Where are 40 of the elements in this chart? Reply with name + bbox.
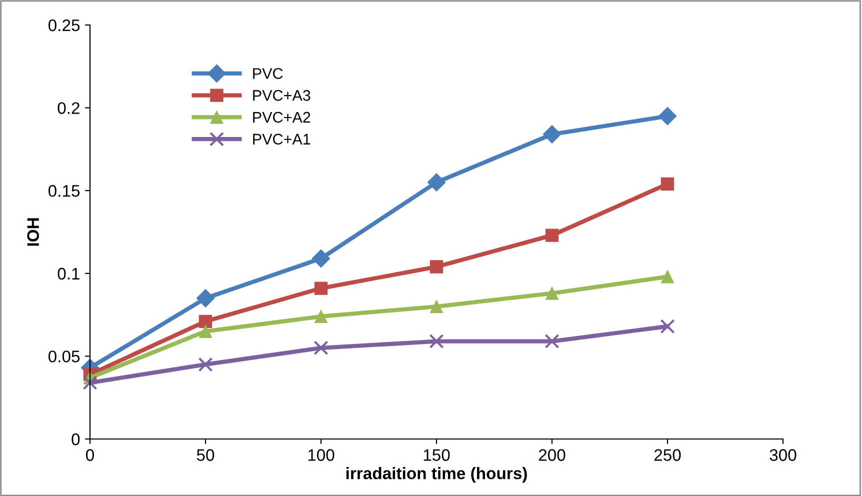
y-tick-label: 0.1: [58, 268, 80, 280]
point: [660, 270, 674, 284]
x-tick-label: 200: [538, 449, 566, 461]
point: [198, 314, 212, 328]
legend-label: PVC+A1: [253, 134, 310, 145]
point: [82, 375, 98, 390]
point: [427, 173, 446, 192]
point: [314, 282, 328, 295]
y-tick-label: 0.2: [58, 102, 80, 114]
x-tick-label: 150: [424, 449, 450, 461]
point: [314, 310, 328, 324]
point: [429, 334, 444, 349]
point: [545, 286, 559, 300]
point: [430, 300, 444, 314]
point: [196, 289, 215, 308]
y-axis-title: IOH: [27, 218, 39, 246]
y-tick-label: 0.25: [48, 19, 80, 32]
x-axis-title: irradaition time (hours): [346, 467, 527, 483]
point: [198, 324, 212, 338]
point: [430, 260, 444, 274]
point: [312, 249, 330, 268]
x-tick-label: 50: [196, 449, 214, 461]
point: [544, 334, 560, 349]
point: [545, 228, 559, 242]
legend-label: PVC+A2: [253, 112, 310, 123]
point: [314, 340, 328, 356]
point: [542, 125, 562, 144]
y-tick-label: 0.15: [48, 185, 80, 197]
x-tick-label: 100: [308, 449, 334, 461]
legend-label: PVC: [253, 68, 283, 79]
x-tick-label: 0: [86, 449, 94, 461]
legend-label: PVC+A3: [253, 90, 310, 101]
x-tick-label: 300: [770, 449, 796, 461]
x-tick-label: 250: [654, 449, 681, 461]
y-tick-label: 0: [72, 433, 80, 446]
point: [660, 319, 675, 334]
y-tick-label: 0.05: [48, 350, 80, 362]
point: [660, 177, 674, 191]
point: [658, 106, 677, 126]
point: [198, 357, 213, 372]
